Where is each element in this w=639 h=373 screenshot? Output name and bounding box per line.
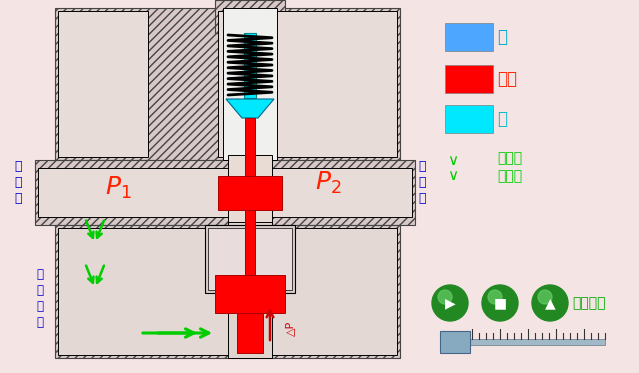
Bar <box>440 339 605 345</box>
Bar <box>445 105 493 133</box>
Text: 控
制
油
路: 控 制 油 路 <box>36 267 43 329</box>
Bar <box>228 222 272 358</box>
Text: $P_1$: $P_1$ <box>105 175 131 201</box>
Circle shape <box>482 285 518 321</box>
Bar <box>218 176 282 210</box>
Text: 液体流
动方向: 液体流 动方向 <box>497 151 522 184</box>
Text: 阀: 阀 <box>497 110 507 128</box>
Bar <box>245 210 255 278</box>
Text: △P: △P <box>285 320 295 336</box>
Bar <box>228 155 272 225</box>
Bar <box>440 331 470 353</box>
Text: ∨: ∨ <box>447 153 458 168</box>
Text: $P_2$: $P_2$ <box>315 170 341 196</box>
Bar <box>208 228 292 290</box>
Bar <box>218 11 397 157</box>
Bar <box>38 168 412 217</box>
Bar <box>35 160 415 225</box>
Text: ■: ■ <box>493 296 507 310</box>
Bar <box>58 228 397 355</box>
Bar <box>55 225 400 358</box>
Circle shape <box>432 285 468 321</box>
Bar <box>237 313 263 353</box>
Bar <box>223 8 277 160</box>
Circle shape <box>438 290 452 304</box>
Circle shape <box>532 285 568 321</box>
Bar <box>55 8 400 160</box>
Text: ▶: ▶ <box>445 296 456 310</box>
Bar <box>445 65 493 93</box>
Bar <box>205 225 295 293</box>
Text: 返回上页: 返回上页 <box>572 296 606 310</box>
Text: 进
油
口: 进 油 口 <box>14 160 22 206</box>
Circle shape <box>538 290 552 304</box>
Text: ▲: ▲ <box>544 296 555 310</box>
Bar <box>215 0 285 33</box>
Polygon shape <box>226 99 274 118</box>
Text: ∨: ∨ <box>447 168 458 183</box>
Bar <box>58 11 148 157</box>
Bar <box>244 33 256 98</box>
Text: 油: 油 <box>497 28 507 46</box>
Circle shape <box>488 290 502 304</box>
Text: 活塞: 活塞 <box>497 70 517 88</box>
Text: 出
油
口: 出 油 口 <box>419 160 426 206</box>
Bar <box>445 23 493 51</box>
Bar <box>215 275 285 313</box>
Bar <box>245 118 255 178</box>
